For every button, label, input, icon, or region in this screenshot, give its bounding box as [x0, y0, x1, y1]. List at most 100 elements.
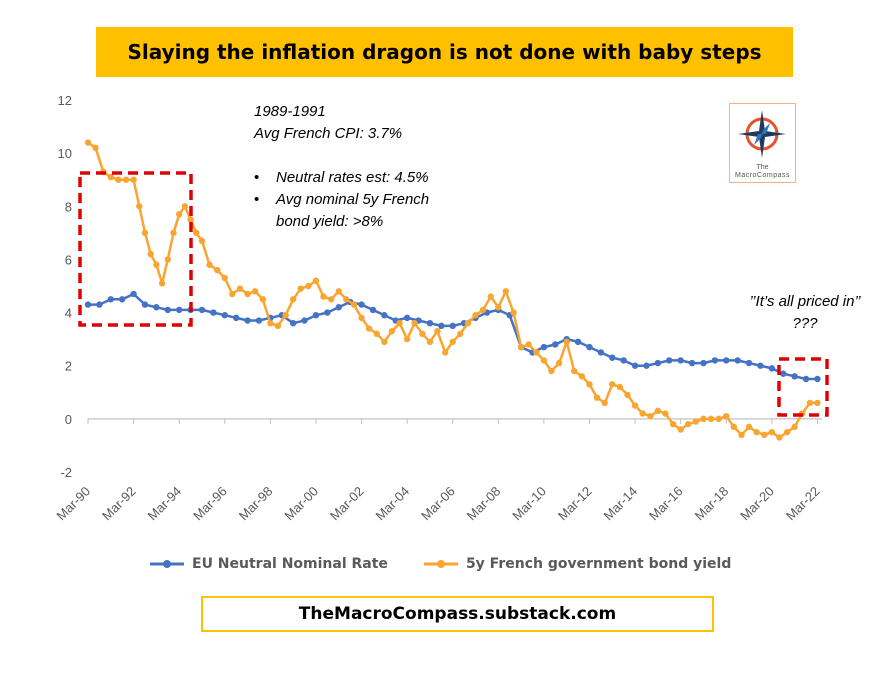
data-point: [118, 296, 126, 303]
x-tick-label: Mar-16: [646, 484, 686, 524]
data-point: [232, 314, 240, 322]
data-point: [411, 320, 418, 327]
data-point: [631, 362, 639, 369]
data-point: [365, 325, 373, 332]
footer-banner: TheMacroCompass.substack.com: [201, 596, 714, 632]
data-point: [601, 399, 608, 407]
x-tick-label: Mar-18: [692, 484, 732, 524]
data-point: [540, 357, 548, 364]
y-tick-label: -2: [60, 465, 72, 480]
data-point: [730, 423, 737, 431]
data-point: [662, 410, 669, 417]
data-point: [571, 367, 578, 375]
data-point: [236, 285, 244, 292]
data-point: [244, 290, 251, 298]
data-point: [403, 314, 411, 322]
data-point: [700, 415, 707, 423]
data-point: [479, 306, 487, 314]
question-marks: ???: [792, 315, 818, 332]
chart-title: Slaying the inflation dragon is not done…: [127, 40, 762, 64]
data-point: [669, 420, 677, 428]
data-point: [147, 250, 154, 258]
data-point: [419, 330, 426, 338]
data-point: [707, 415, 715, 423]
data-point: [688, 359, 696, 367]
data-point: [711, 357, 719, 364]
data-point: [745, 423, 753, 431]
data-point: [814, 375, 821, 383]
data-point: [267, 320, 274, 327]
annotation-block: 1989-1991 Avg French CPI: 3.7% • Neutral …: [254, 101, 429, 233]
data-point: [677, 426, 684, 433]
data-point: [745, 359, 753, 367]
x-tick-label: Mar-14: [600, 484, 640, 524]
x-axis-ticks: Mar-90 Mar-92 Mar-94 Mar-96 Mar-98 Mar-00 Mar-…: [53, 418, 823, 524]
data-point: [757, 362, 764, 369]
data-point: [734, 357, 741, 364]
data-point: [297, 285, 304, 292]
annotation-cpi: Avg French CPI: 3.7%: [254, 125, 403, 142]
data-point: [381, 312, 388, 319]
data-point: [107, 173, 114, 181]
data-point: [586, 381, 593, 388]
data-point: [525, 341, 532, 348]
data-point: [609, 354, 616, 361]
data-point: [170, 229, 177, 237]
annotation-bullet-yield-cont: bond yield: >8%: [276, 213, 384, 230]
data-point: [193, 229, 200, 237]
data-point: [214, 266, 221, 274]
highlight-boxes: [78, 171, 829, 417]
data-point: [175, 306, 183, 314]
data-point: [426, 338, 434, 345]
data-point: [312, 277, 320, 284]
macrocompass-logo: The MacroCompass: [729, 103, 796, 183]
data-point: [597, 349, 605, 356]
data-point: [396, 320, 403, 327]
data-point: [753, 428, 760, 436]
x-tick-label: Mar-12: [555, 484, 595, 524]
legend-item-yield: 5y French government bond yield: [423, 556, 731, 572]
data-point: [115, 176, 122, 183]
data-point: [251, 288, 259, 295]
data-point: [517, 343, 525, 351]
data-point: [343, 296, 350, 303]
data-point: [472, 312, 479, 319]
priced-in-text: ’’It’s all priced in’’: [749, 293, 861, 310]
legend-item-neutral: EU Neutral Nominal Rate: [150, 556, 388, 572]
data-point: [426, 320, 434, 327]
logo-line2: MacroCompass: [734, 172, 790, 179]
footer-url: TheMacroCompass.substack.com: [298, 604, 617, 624]
data-point: [328, 296, 335, 303]
data-point: [206, 261, 213, 268]
data-point: [802, 375, 810, 383]
data-point: [502, 288, 510, 295]
data-point: [187, 216, 194, 223]
x-tick-label: Mar-94: [145, 484, 185, 524]
data-point: [84, 301, 92, 308]
data-point: [768, 365, 776, 372]
data-point: [198, 237, 206, 245]
data-point: [783, 428, 791, 436]
compass-star-icon: [738, 110, 786, 158]
data-point: [631, 402, 639, 409]
data-point: [210, 309, 217, 316]
data-point: [624, 391, 631, 399]
x-tick-label: Mar-10: [509, 484, 549, 524]
x-tick-label: Mar-98: [236, 484, 276, 524]
data-point: [324, 309, 331, 316]
annotation-period: 1989-1991: [254, 103, 326, 120]
series-lines: [84, 139, 821, 441]
data-point: [301, 317, 308, 324]
data-point: [814, 399, 821, 407]
data-point: [136, 203, 143, 210]
series-line: [88, 292, 818, 381]
data-point: [369, 306, 377, 314]
x-tick-label: Mar-92: [99, 484, 139, 524]
data-point: [175, 211, 183, 218]
data-point: [548, 367, 555, 375]
data-point: [229, 290, 236, 298]
data-point: [335, 288, 342, 295]
data-point: [563, 338, 570, 345]
data-point: [495, 304, 502, 311]
